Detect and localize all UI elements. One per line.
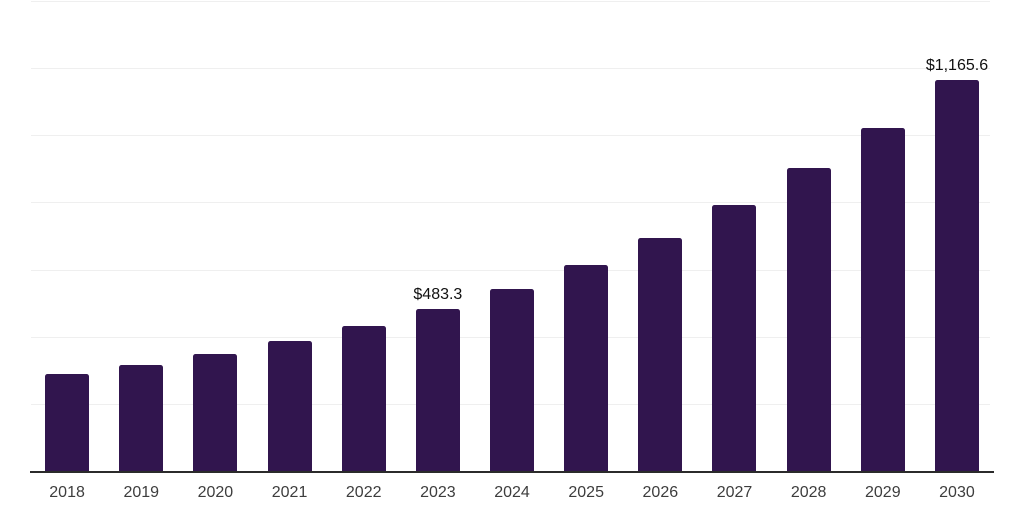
bar-2027 bbox=[712, 205, 757, 471]
x-tick-label-2019: 2019 bbox=[123, 484, 160, 501]
gridline bbox=[31, 202, 990, 204]
bar-slot-2020 bbox=[178, 1, 252, 471]
bar-value-label-2023: $483.3 bbox=[413, 286, 463, 304]
x-tick-label-2030: 2030 bbox=[939, 484, 975, 501]
x-tick-label-2021: 2021 bbox=[271, 484, 308, 501]
bar-2023 bbox=[415, 308, 460, 471]
gridline bbox=[31, 135, 990, 137]
bar-2024 bbox=[490, 288, 535, 471]
bar-2030 bbox=[934, 79, 979, 471]
bar-slot-2021 bbox=[252, 1, 326, 471]
x-tick-label-2026: 2026 bbox=[642, 484, 679, 501]
x-tick-label-2025: 2025 bbox=[568, 484, 604, 501]
bar-slot-2019 bbox=[104, 1, 178, 471]
x-tick-label-2022: 2022 bbox=[345, 484, 382, 501]
bar-slot-2023: $483.3 bbox=[401, 1, 475, 471]
gridline bbox=[31, 269, 990, 271]
bar-slot-2024 bbox=[475, 1, 549, 471]
plot-area: $483.3 $1,165.6 bbox=[30, 1, 994, 473]
bar-slot-2018 bbox=[30, 1, 104, 471]
x-tick-label-2024: 2024 bbox=[494, 484, 530, 501]
bar-2021 bbox=[267, 341, 312, 471]
bar-slot-2027 bbox=[697, 1, 771, 471]
bar-value-label-2030: $1,165.6 bbox=[925, 57, 989, 75]
x-tick-label-2020: 2020 bbox=[197, 484, 234, 501]
bar-2018 bbox=[45, 374, 90, 471]
bar-2025 bbox=[564, 264, 609, 471]
gridline bbox=[31, 68, 990, 70]
bar-2020 bbox=[193, 354, 238, 471]
bar-slot-2030: $1,165.6 bbox=[920, 1, 994, 471]
bar-2022 bbox=[341, 326, 386, 471]
bar-slot-2028 bbox=[772, 1, 846, 471]
bar-2029 bbox=[860, 127, 905, 471]
bar-slot-2025 bbox=[549, 1, 623, 471]
bars-container: $483.3 $1,165.6 bbox=[30, 1, 994, 471]
bar-slot-2029 bbox=[846, 1, 920, 471]
x-axis-labels: 2018 2019 2020 2021 2022 2023 2024 2025 2026 2027… bbox=[30, 485, 994, 501]
x-tick-label-2018: 2018 bbox=[49, 484, 85, 501]
x-tick-label-2023: 2023 bbox=[420, 484, 456, 501]
gridline bbox=[31, 1, 990, 2]
bar-slot-2022 bbox=[327, 1, 401, 471]
bar-2028 bbox=[786, 168, 831, 471]
x-tick-label-2028: 2028 bbox=[790, 484, 827, 501]
bar-2019 bbox=[119, 365, 164, 471]
bar-slot-2026 bbox=[623, 1, 697, 471]
x-tick-label-2029: 2029 bbox=[865, 484, 901, 501]
bar-2026 bbox=[638, 238, 683, 471]
x-tick-label-2027: 2027 bbox=[716, 484, 753, 501]
